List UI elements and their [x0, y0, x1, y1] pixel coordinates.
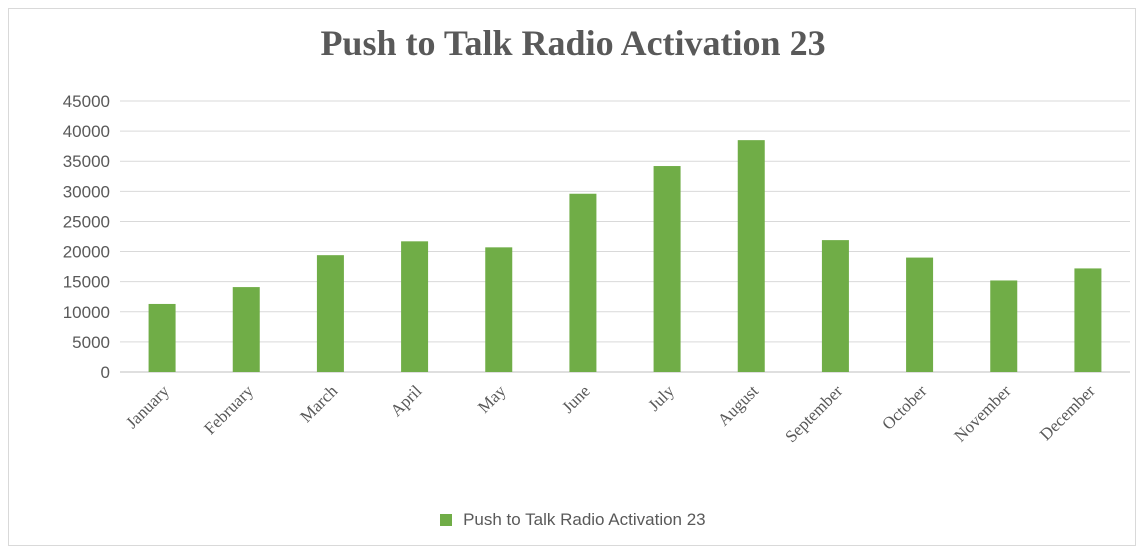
bar-september — [821, 240, 849, 372]
x-tick-label: July — [644, 381, 678, 415]
x-tick-label: June — [558, 381, 593, 416]
x-tick-label: April — [387, 381, 426, 420]
bar-june — [569, 193, 597, 372]
bar-july — [653, 166, 681, 372]
bar-december — [1074, 268, 1102, 372]
y-tick-label: 40000 — [63, 122, 110, 141]
x-tick-label: October — [878, 381, 930, 433]
y-tick-label: 25000 — [63, 212, 110, 231]
x-tick-label: November — [950, 381, 1014, 445]
y-tick-label: 45000 — [63, 92, 110, 111]
y-tick-label: 20000 — [63, 243, 110, 262]
bar-august — [737, 140, 765, 372]
y-tick-label: 30000 — [63, 182, 110, 201]
y-tick-label: 35000 — [63, 152, 110, 171]
bar-may — [485, 247, 513, 372]
legend: Push to Talk Radio Activation 23 — [0, 510, 1146, 530]
x-tick-label: December — [1036, 381, 1099, 444]
x-tick-label: May — [474, 381, 510, 417]
y-tick-label: 5000 — [72, 333, 110, 352]
legend-label: Push to Talk Radio Activation 23 — [463, 510, 706, 529]
bar-february — [232, 287, 260, 372]
bar-april — [401, 241, 429, 372]
y-tick-label: 0 — [101, 363, 110, 382]
x-tick-label: February — [200, 381, 257, 438]
x-tick-label: January — [122, 381, 173, 432]
legend-swatch — [440, 514, 453, 526]
chart-title: Push to Talk Radio Activation 23 — [320, 23, 826, 63]
bar-november — [990, 280, 1018, 372]
bar-march — [316, 255, 344, 372]
y-tick-label: 15000 — [63, 273, 110, 292]
x-tick-label: March — [296, 381, 341, 426]
bar-january — [148, 303, 176, 372]
x-tick-label: August — [714, 381, 762, 429]
y-tick-label: 10000 — [63, 303, 110, 322]
bar-october — [906, 257, 934, 372]
x-tick-label: September — [781, 381, 846, 446]
